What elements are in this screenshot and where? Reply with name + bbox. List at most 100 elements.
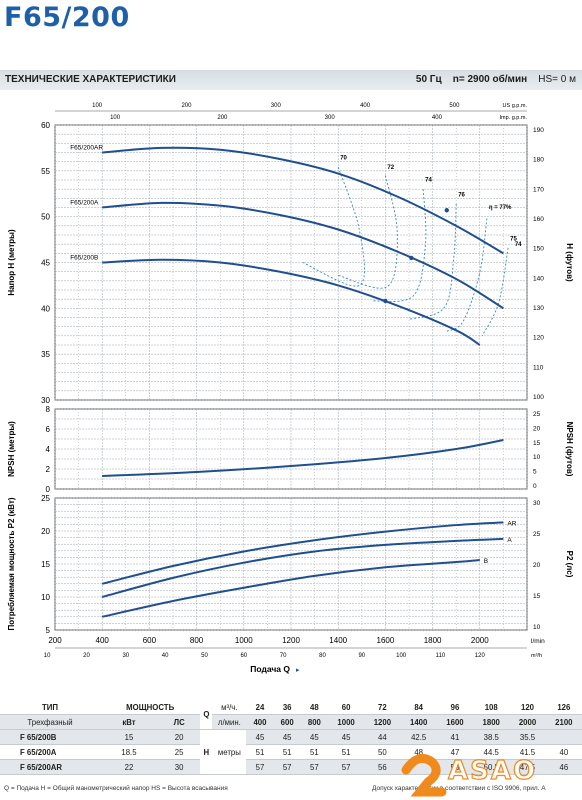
y2-tick-label: 15 — [533, 440, 541, 447]
spec-conditions: 50 Гц n= 2900 об/мин HS= 0 м — [416, 74, 576, 85]
head-value-cell: 40 — [545, 744, 582, 760]
efficiency-label: 72 — [387, 165, 394, 171]
m3h-tick-label: 90 — [358, 653, 365, 659]
m3h-tick-label: 70 — [280, 653, 287, 659]
m3h-tick-label: 80 — [319, 653, 326, 659]
x-tick-label: 2000 — [471, 636, 489, 645]
head-value-cell: 44.5 — [473, 744, 510, 760]
efficiency-label: 74 — [425, 178, 432, 184]
performance-table: ТИП МОЩНОСТЬ Q м³/ч. 24 36 48 60 72 84 96 108 1… — [0, 700, 582, 775]
m3h-tick-label: 10 — [44, 653, 51, 659]
power-curve — [101, 521, 504, 585]
head-value-cell: 45 — [327, 729, 365, 745]
y2-tick-label: 110 — [533, 364, 544, 371]
m3h-tick-label: 120 — [475, 653, 486, 659]
y-tick-label: 6 — [46, 425, 51, 434]
y-axis-label: Потребляемая мощность P2 (кВт) — [7, 497, 16, 630]
y-tick-label: 4 — [46, 445, 51, 454]
us-gpm-tick: 200 — [181, 103, 192, 109]
imp-gpm-tick: 100 — [110, 115, 121, 121]
m3h-tick-label: 50 — [201, 653, 208, 659]
y2-tick-label: 10 — [533, 454, 541, 461]
efficiency-label: 74 — [515, 242, 522, 248]
efficiency-label: 76 — [458, 192, 465, 198]
y-tick-label: 0 — [46, 485, 51, 494]
y2-tick-label: 190 — [533, 127, 544, 134]
head-value-cell: 41.5 — [509, 744, 546, 760]
y2-tick-label: 0 — [533, 483, 537, 490]
head-value-cell: 51 — [327, 744, 365, 760]
m3h-tick-label: 60 — [240, 653, 247, 659]
m3h-tick-label: 30 — [122, 653, 129, 659]
x-tick-label: 400 — [96, 636, 110, 645]
q-m3-cell: 60 — [327, 700, 365, 715]
efficiency-curve — [302, 167, 365, 287]
y2-tick-label: 150 — [533, 246, 544, 253]
power-curve — [101, 559, 480, 618]
h-label: H — [200, 729, 213, 775]
y-axis-label: Напор H (метры) — [7, 229, 16, 296]
y2-tick-label: 130 — [533, 305, 544, 312]
head-value-cell: 35.5 — [509, 729, 546, 745]
x-tick-label: 1400 — [329, 636, 347, 645]
y2-tick-label: 15 — [533, 593, 541, 600]
logo-text: ASAO — [447, 755, 538, 786]
spec-frequency: 50 Гц — [415, 74, 442, 85]
row-name: F 65/200B — [0, 729, 100, 745]
q-m3-cell: 24 — [246, 700, 274, 715]
spec-suction-height: HS= 0 м — [538, 74, 576, 85]
x-unit-label: l/min — [531, 638, 545, 645]
q-m3-cell: 48 — [300, 700, 328, 715]
efficiency-label: η = 77% — [489, 205, 512, 211]
head-value-cell: 45 — [246, 729, 274, 745]
page-title: F65/200 — [4, 2, 130, 33]
unit-lmin: л/мин. — [212, 714, 247, 730]
y2-tick-label: 10 — [533, 624, 541, 631]
y2-tick-label: 160 — [533, 216, 544, 223]
q-m3-cell: 84 — [400, 700, 437, 715]
q-m3-cell: 72 — [364, 700, 401, 715]
x-axis-label: Подача Q — [250, 664, 290, 674]
y2-tick-label: 170 — [533, 186, 544, 193]
y2-tick-label: 140 — [533, 275, 544, 282]
row-hp: 30 — [157, 759, 201, 775]
spec-title: ТЕХНИЧЕСКИЕ ХАРАКТЕРИСТИКИ — [5, 74, 176, 85]
spec-speed: n= 2900 об/мин — [452, 74, 528, 85]
y-tick-label: 5 — [46, 626, 51, 635]
y2-tick-label: 25 — [533, 411, 541, 418]
y2-tick-label: 120 — [533, 335, 544, 342]
footer-legend: Q = Подача H = Общий манометрический нап… — [4, 785, 228, 792]
x-tick-label: 600 — [143, 636, 157, 645]
head-value-cell: 41 — [436, 729, 474, 745]
head-curve-label: F65/200A — [70, 200, 99, 207]
y2-tick-label: 180 — [533, 157, 544, 164]
bep-point — [444, 208, 449, 213]
head-value-cell: 42.5 — [400, 729, 437, 745]
h-unit: метры — [212, 729, 247, 775]
efficiency-curve — [481, 247, 509, 337]
y-tick-label: 8 — [46, 405, 51, 414]
x-tick-label: 200 — [48, 636, 62, 645]
imp-gpm-label: Imp. g.p.m. — [499, 115, 527, 121]
y2-tick-label: 30 — [533, 500, 541, 507]
spec-bar: ТЕХНИЧЕСКИЕ ХАРАКТЕРИСТИКИ 50 Гц n= 2900… — [0, 70, 582, 90]
head-value-cell: 45 — [300, 729, 328, 745]
head-value-cell — [545, 729, 582, 745]
kw-header: кВт — [100, 714, 158, 730]
x-axis-arrow: ▸ — [296, 667, 300, 674]
q-m3-cell: 120 — [509, 700, 546, 715]
q-label: Q — [200, 700, 213, 730]
npsh-curve — [102, 439, 504, 477]
q-lmin-cell: 2100 — [545, 714, 582, 730]
row-name: F 65/200AR — [0, 759, 100, 775]
head-value-cell: 50 — [364, 744, 401, 760]
m3h-unit-label: m³/h — [531, 653, 542, 659]
imp-gpm-tick: 200 — [217, 115, 228, 121]
y-tick-label: 35 — [41, 350, 50, 359]
x-tick-label: 1200 — [282, 636, 300, 645]
head-value-cell: 56 — [364, 759, 401, 775]
q-m3-cell: 126 — [545, 700, 582, 715]
row-kw: 22 — [100, 759, 158, 775]
y-tick-label: 10 — [41, 593, 50, 602]
x-tick-label: 1000 — [235, 636, 253, 645]
